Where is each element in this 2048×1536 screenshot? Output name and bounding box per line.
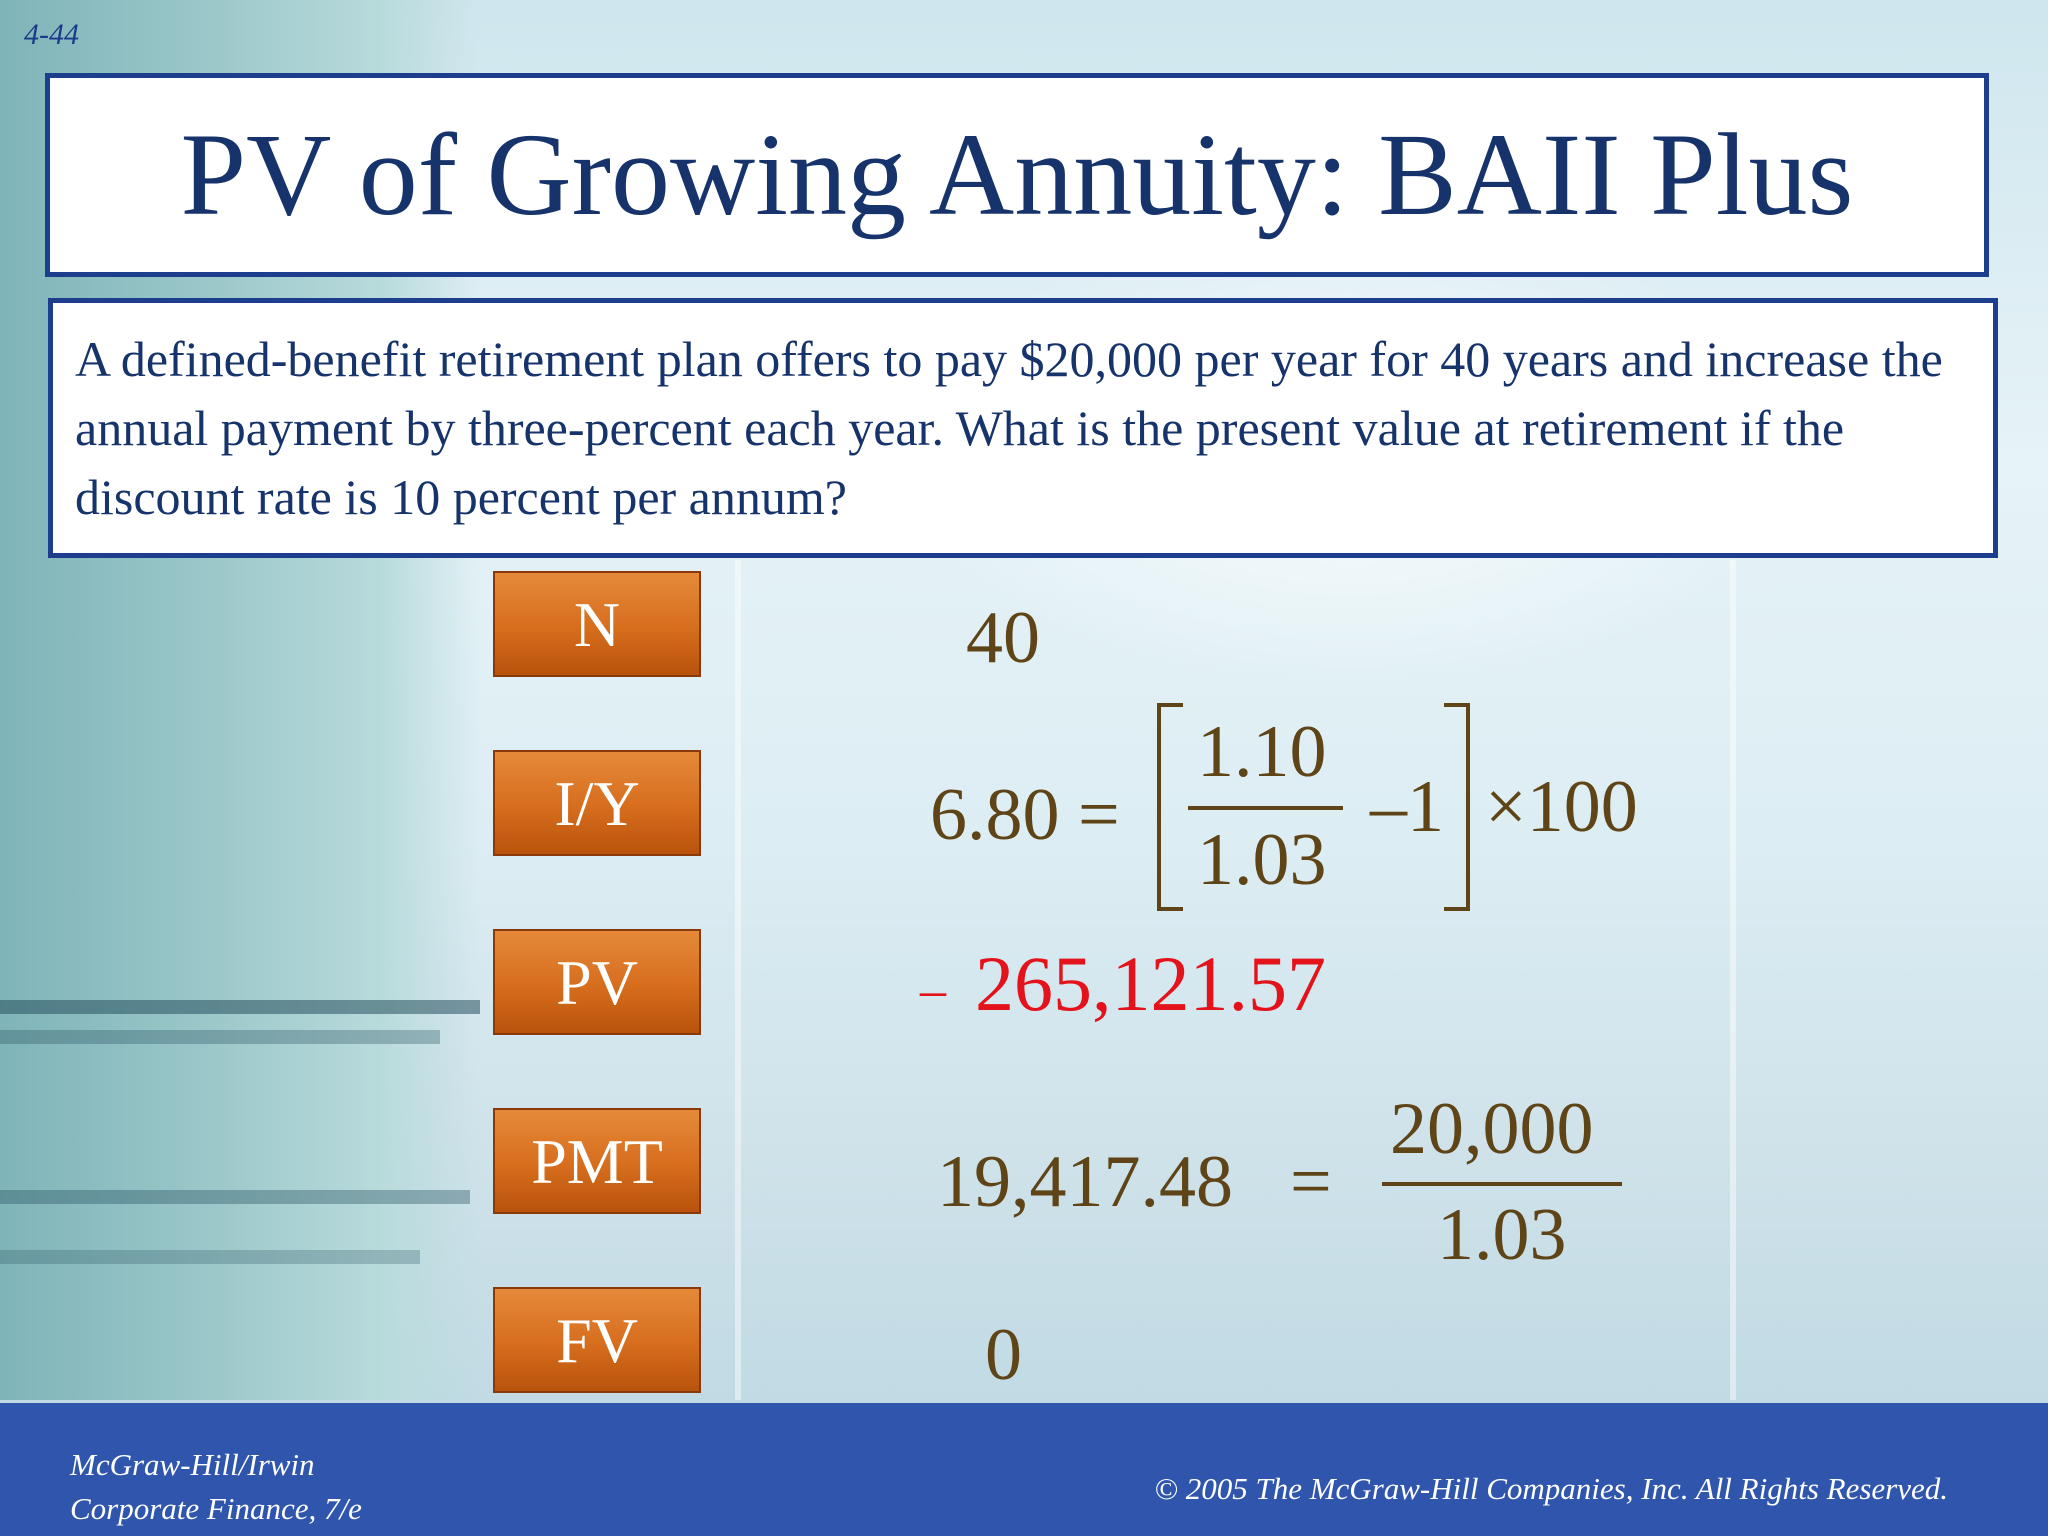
iy-numerator: 1.10 xyxy=(1197,711,1327,793)
iy-times: ×100 xyxy=(1485,766,1638,848)
pmt-numerator: 20,000 xyxy=(1390,1088,1594,1170)
pmt-equals: = xyxy=(1290,1141,1332,1223)
background-vertical-line xyxy=(1730,560,1736,1400)
right-bracket xyxy=(1444,703,1470,911)
fv-value: 0 xyxy=(985,1314,1022,1396)
iy-minus-one: –1 xyxy=(1370,766,1444,848)
background-stripe xyxy=(0,1000,480,1014)
iy-denominator: 1.03 xyxy=(1197,819,1327,901)
key-pv: PV xyxy=(493,929,701,1035)
iy-fraction-line xyxy=(1188,806,1343,810)
slide-number: 4-44 xyxy=(24,18,79,51)
background-stripe xyxy=(0,1190,470,1204)
background-stripe xyxy=(0,1030,440,1044)
pv-value: 265,121.57 xyxy=(975,940,1326,1027)
key-n: N xyxy=(493,571,701,677)
key-fv: FV xyxy=(493,1287,701,1393)
key-iy: I/Y xyxy=(493,750,701,856)
n-value: 40 xyxy=(966,597,1040,679)
footer-copyright: © 2005 The McGraw-Hill Companies, Inc. A… xyxy=(1154,1471,1948,1506)
slide-title: PV of Growing Annuity: BAII Plus xyxy=(180,109,1854,240)
footer-publisher: McGraw-Hill/Irwin xyxy=(70,1447,315,1482)
title-box: PV of Growing Annuity: BAII Plus xyxy=(45,73,1989,277)
left-bracket xyxy=(1157,703,1183,911)
pmt-value: 19,417.48 xyxy=(937,1141,1233,1223)
question-text: A defined-benefit retirement plan offers… xyxy=(75,331,1943,525)
key-pmt: PMT xyxy=(493,1108,701,1214)
question-box: A defined-benefit retirement plan offers… xyxy=(48,298,1998,558)
footer-credits: McGraw-Hill/Irwin Corporate Finance, 7/e xyxy=(70,1443,362,1531)
footer-bar: McGraw-Hill/Irwin Corporate Finance, 7/e… xyxy=(0,1403,2048,1536)
pmt-denominator: 1.03 xyxy=(1437,1194,1567,1276)
iy-value: 6.80 = xyxy=(930,774,1120,856)
background-vertical-line xyxy=(735,560,741,1400)
pmt-fraction-line xyxy=(1382,1182,1622,1186)
pv-sign: – xyxy=(920,962,946,1019)
footer-book: Corporate Finance, 7/e xyxy=(70,1491,362,1526)
background-stripe xyxy=(0,1250,420,1264)
